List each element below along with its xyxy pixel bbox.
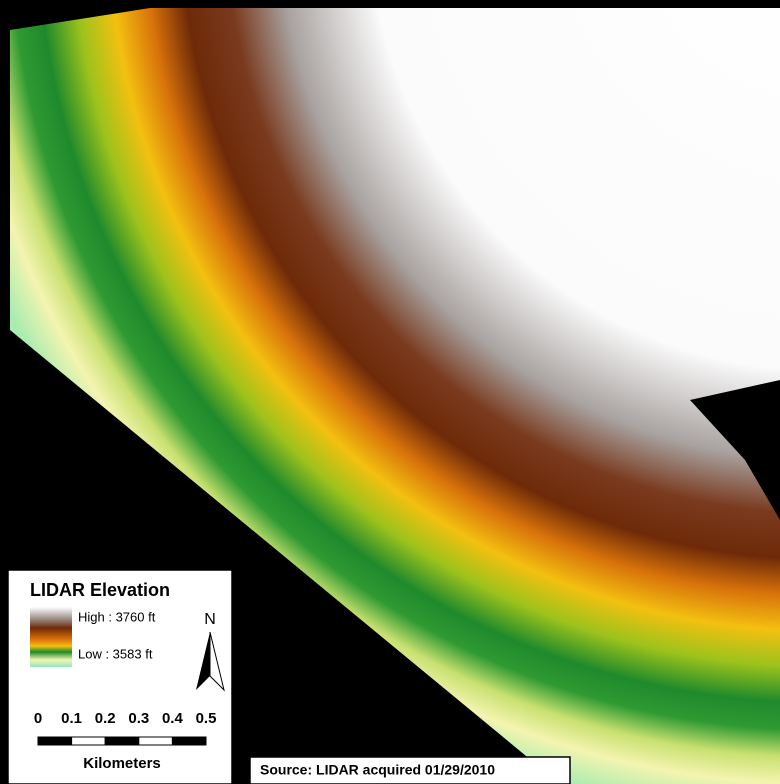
scale-unit: Kilometers: [83, 755, 161, 772]
source-text: Source: LIDAR acquired 01/29/2010: [260, 762, 495, 778]
north-label: N: [204, 611, 216, 628]
scale-segment: [105, 737, 139, 745]
legend: LIDAR Elevation High : 3760 ft Low : 358…: [8, 570, 232, 784]
scale-tick-label: 0.3: [128, 710, 149, 727]
low-label: Low : 3583 ft: [78, 646, 153, 661]
page: LIDAR Elevation High : 3760 ft Low : 358…: [0, 0, 780, 784]
scale-segment: [72, 737, 106, 745]
scale-tick-label: 0: [34, 710, 42, 727]
legend-box: [8, 570, 232, 784]
scale-segment: [172, 737, 206, 745]
scale-segment: [139, 737, 173, 745]
legend-title: LIDAR Elevation: [30, 580, 170, 600]
color-ramp: [30, 607, 72, 667]
scale-tick-label: 0.5: [196, 710, 217, 727]
scale-tick-label: 0.1: [61, 710, 82, 727]
scale-tick-label: 0.2: [95, 710, 116, 727]
map: LIDAR Elevation High : 3760 ft Low : 358…: [0, 0, 780, 784]
scale-segment: [38, 737, 72, 745]
scale-tick-label: 0.4: [162, 710, 184, 727]
high-label: High : 3760 ft: [78, 609, 156, 624]
